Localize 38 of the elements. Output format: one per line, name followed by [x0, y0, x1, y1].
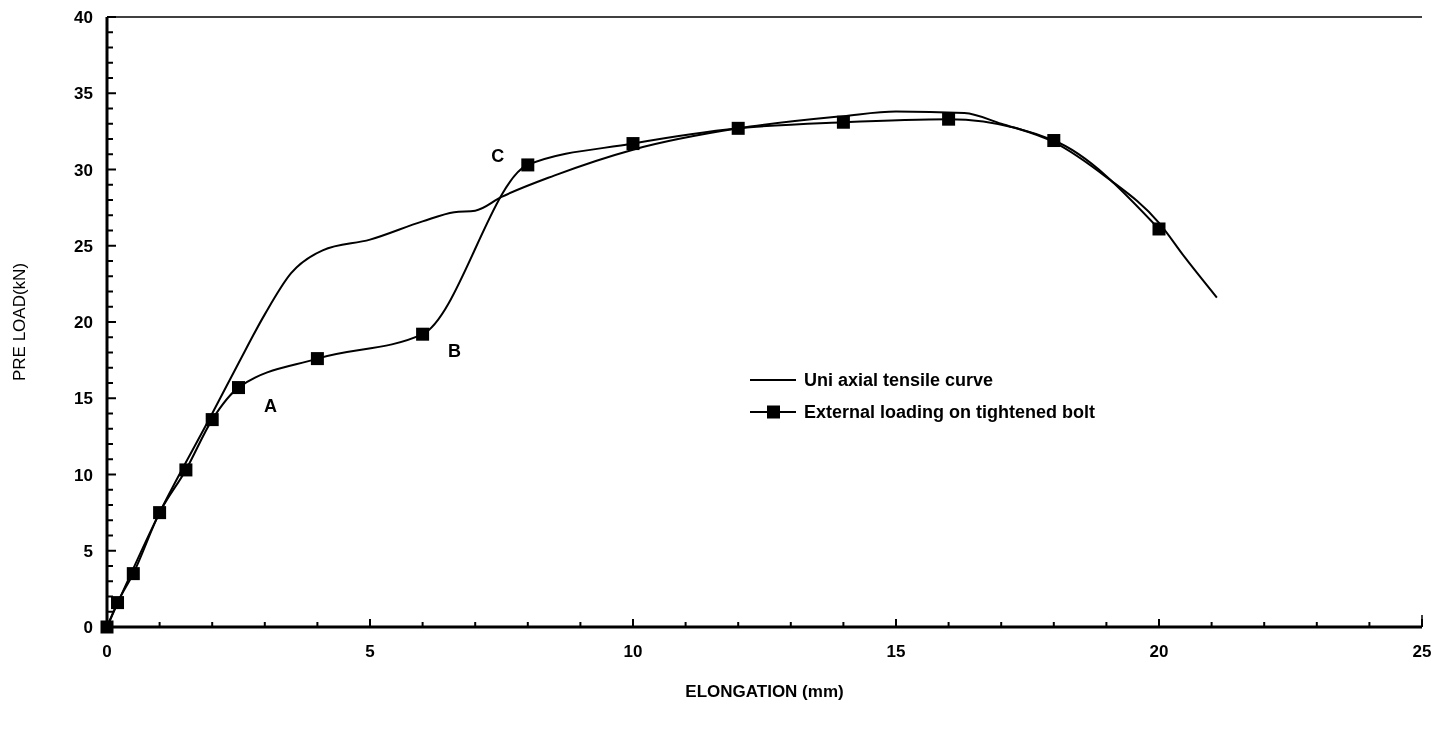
- y-axis-title: PRE LOAD(kN): [10, 262, 29, 382]
- annotation: C: [491, 145, 505, 166]
- x-tick-label: 0: [102, 642, 112, 661]
- y-tick-label: 25: [74, 236, 93, 256]
- point: [626, 137, 640, 151]
- x-tick-label: 25: [1412, 642, 1432, 661]
- point: [942, 112, 956, 126]
- point: [153, 506, 167, 520]
- point: [126, 567, 140, 581]
- point: [310, 352, 324, 366]
- y-tick-label: 10: [74, 465, 93, 485]
- y-tick-label: 30: [74, 160, 93, 180]
- y-tick-label: 40: [74, 8, 93, 27]
- legend-label: Uni axial tensile curve: [804, 370, 994, 390]
- y-tick-label: 5: [83, 541, 93, 561]
- annotation: B: [448, 340, 462, 361]
- point: [179, 463, 193, 477]
- y-tick-label: 15: [74, 389, 93, 409]
- point: [731, 121, 745, 135]
- point: [836, 115, 850, 129]
- point: [232, 381, 245, 395]
- point: [1152, 222, 1166, 236]
- x-tick-label: 10: [623, 642, 643, 661]
- point: [205, 413, 219, 427]
- point: [416, 327, 430, 341]
- point: [521, 158, 535, 172]
- point: [1047, 134, 1061, 148]
- point: [111, 596, 125, 610]
- legend-label: External loading on tightened bolt: [804, 402, 1095, 422]
- x-axis-title: ELONGATION (mm): [685, 682, 844, 701]
- point: [100, 620, 114, 634]
- x-tick-label: 15: [886, 642, 906, 661]
- y-tick-label: 0: [83, 618, 93, 637]
- x-tick-label: 20: [1149, 642, 1169, 661]
- y-tick-label: 20: [74, 313, 93, 332]
- annotation: A: [264, 396, 277, 417]
- x-tick-label: 5: [365, 642, 375, 661]
- y-tick-label: 35: [74, 84, 93, 104]
